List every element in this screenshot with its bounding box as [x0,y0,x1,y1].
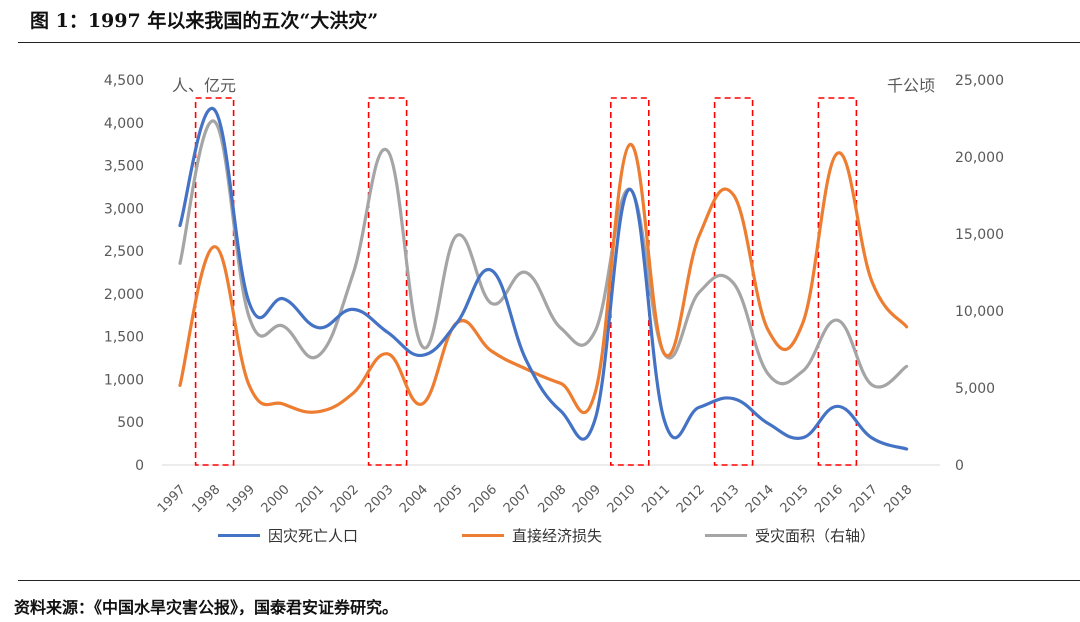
left-tick-label: 4,000 [104,116,144,132]
x-tick-label: 2008 [535,482,569,516]
right-tick-label: 25,000 [955,73,1004,89]
highlight-box-1998 [194,97,235,466]
x-tick-label: 2005 [432,482,466,516]
series-line-loss [178,142,909,414]
x-tick-label: 1997 [155,482,189,516]
figure-title: 图 1：1997 年以来我国的五次“大洪灾” [30,10,379,32]
x-tick-label: 2011 [639,482,673,516]
x-tick-label: 1998 [189,482,223,516]
legend-swatch-deaths [218,533,260,537]
rule-tick [18,42,24,43]
right-tick-label: 0 [955,458,964,474]
highlight-box-2013 [713,97,754,466]
left-tick-label: 1,500 [104,330,144,346]
x-tick-label: 2006 [466,482,500,516]
highlight-box-2016 [817,97,858,466]
top-rule [18,42,1080,43]
right-tick-label: 10,000 [955,304,1004,320]
highlight-box-2003 [367,97,408,466]
x-tick-label: 2018 [881,482,915,516]
x-tick-label: 2004 [397,482,431,516]
legend-label-deaths: 因灾死亡人口 [268,526,359,545]
right-axis-unit: 千公顷 [887,76,935,95]
left-tick-label: 2,000 [104,287,144,303]
left-tick-label: 3,500 [104,159,144,175]
left-axis-unit: 人、亿元 [172,76,236,95]
x-tick-label: 2001 [293,482,327,516]
left-tick-label: 3,000 [104,201,144,217]
legend-item-deaths: 因灾死亡人口 [218,523,358,547]
highlight-box-2010 [609,97,650,466]
series-line-deaths [178,106,909,451]
legend-item-area: 受灾面积（右轴） [705,523,875,547]
left-tick-label: 4,500 [104,73,144,89]
x-tick-label: 2007 [501,482,535,516]
series-line-area [178,119,909,389]
x-tick-label: 2013 [708,482,742,516]
x-tick-label: 2016 [812,482,846,516]
legend-label-area: 受灾面积（右轴） [755,526,876,545]
x-tick-label: 2015 [778,482,812,516]
left-tick-label: 0 [135,458,144,474]
x-tick-label: 2017 [847,482,881,516]
legend-swatch-loss [462,533,504,537]
left-tick-label: 2,500 [104,244,144,260]
x-tick-label: 2003 [362,482,396,516]
x-tick-label: 2012 [674,482,708,516]
left-tick-label: 500 [117,415,144,431]
legend-swatch-area [705,533,747,537]
right-tick-label: 15,000 [955,227,1004,243]
x-tick-label: 2009 [570,482,604,516]
right-tick-label: 20,000 [955,150,1004,166]
x-tick-label: 2002 [328,482,362,516]
left-tick-label: 1,000 [104,372,144,388]
bottom-rule [18,580,1080,581]
x-tick-label: 2000 [259,482,293,516]
source-note: 资料来源：《中国水旱灾害公报》，国泰君安证券研究。 [14,598,399,617]
x-tick-label: 2010 [605,482,639,516]
legend-label-loss: 直接经济损失 [512,526,603,545]
legend: 因灾死亡人口 直接经济损失 受灾面积（右轴） [0,523,1080,547]
x-tick-label: 2014 [743,482,777,516]
right-tick-label: 5,000 [955,381,995,397]
x-tick-label: 1999 [224,482,258,516]
legend-item-loss: 直接经济损失 [462,523,602,547]
